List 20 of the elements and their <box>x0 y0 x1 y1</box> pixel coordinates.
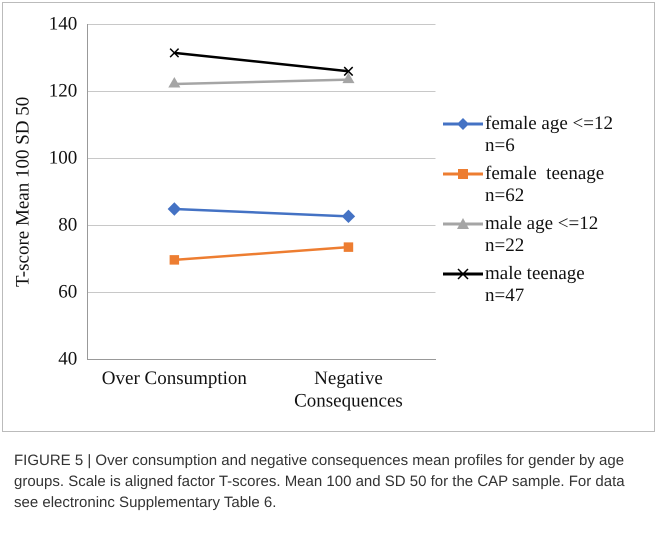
point <box>342 210 355 223</box>
y-tick-label: 140 <box>48 13 78 34</box>
y-tick-label: 100 <box>48 147 78 168</box>
x-tick-label: Over Consumption <box>102 368 248 389</box>
y-tick-label: 80 <box>58 214 78 236</box>
legend-label: male teenage n=47 <box>485 263 585 307</box>
legend-label: male age <=12 n=22 <box>485 213 598 257</box>
category-label: Negative <box>314 368 383 389</box>
point <box>170 255 180 265</box>
point <box>169 48 180 58</box>
y-tick-label: 120 <box>48 80 78 102</box>
legend-label: female age <=12 n=6 <box>485 113 613 157</box>
y-tick-label: 60 <box>58 281 78 302</box>
point <box>344 242 354 252</box>
legend-label: female teenage n=62 <box>485 163 604 207</box>
point <box>168 202 181 216</box>
category-label: Consequences <box>294 390 403 412</box>
y-axis-title: T-score Mean 100 SD 50 <box>12 96 34 288</box>
caption: FIGURE 5 | Over consumption and negative consequences mean profiles for gender by age groups. Scale is aligned factor T-scores. Mean 100 and SD 50 for the CAP sample. For data see electroninc Supplementary Table 6. <box>14 451 626 513</box>
y-tick-label: 40 <box>58 348 78 370</box>
